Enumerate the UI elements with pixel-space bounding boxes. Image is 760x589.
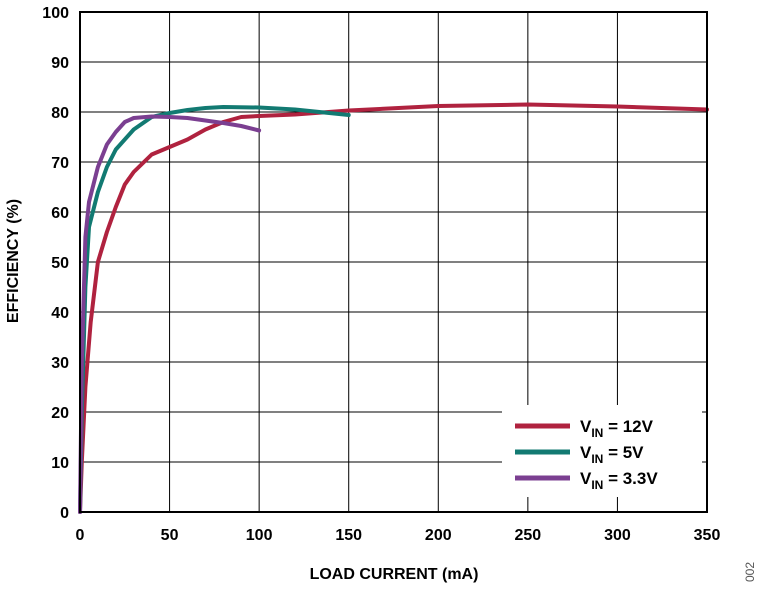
legend-label-main: V [580, 417, 592, 436]
y-tick-label: 80 [51, 105, 69, 122]
legend-label-rest: = 3.3V [603, 469, 658, 488]
grid [79, 11, 708, 513]
series-line-0 [78, 102, 709, 514]
x-tick-label: 200 [425, 527, 452, 544]
x-tick-label: 100 [246, 527, 273, 544]
y-tick-label: 50 [51, 255, 69, 272]
legend-label-sub: IN [591, 478, 603, 492]
legend-label-sub: IN [591, 426, 603, 440]
x-tick-label: 350 [694, 527, 721, 544]
x-tick-label: 150 [335, 527, 362, 544]
series-line-1 [78, 105, 351, 514]
legend-label-0: VIN = 12V [580, 417, 654, 440]
legend-label-rest: = 12V [603, 417, 653, 436]
series-lines [78, 102, 709, 514]
y-axis-title: EFFICIENCY (%) [5, 199, 22, 323]
legend-label-2: VIN = 3.3V [580, 469, 658, 492]
legend-label-sub: IN [591, 452, 603, 466]
x-tick-label: 50 [161, 527, 179, 544]
x-axis-title: LOAD CURRENT (mA) [310, 566, 479, 583]
y-tick-label: 70 [51, 155, 69, 172]
legend-label-1: VIN = 5V [580, 443, 644, 466]
y-tick-label: 90 [51, 55, 69, 72]
x-tick-label: 300 [604, 527, 631, 544]
y-tick-label: 20 [51, 405, 69, 422]
series-line-2 [78, 114, 262, 514]
y-tick-label: 100 [42, 5, 69, 22]
x-tick-label: 0 [76, 527, 85, 544]
y-tick-label: 0 [60, 505, 69, 522]
legend-label-rest: = 5V [603, 443, 644, 462]
y-tick-label: 40 [51, 305, 69, 322]
figure-id: 002 [743, 562, 757, 582]
plot-frame [79, 11, 708, 513]
y-tick-label: 10 [51, 455, 69, 472]
tick-labels: 0 50 100 150 200 250 300 350 0 10 20 30 40 50 60 70 80 90… [42, 5, 720, 544]
legend-label-main: V [580, 443, 592, 462]
y-tick-label: 30 [51, 355, 69, 372]
y-tick-label: 60 [51, 205, 69, 222]
x-tick-label: 250 [515, 527, 542, 544]
legend-label-main: V [580, 469, 592, 488]
